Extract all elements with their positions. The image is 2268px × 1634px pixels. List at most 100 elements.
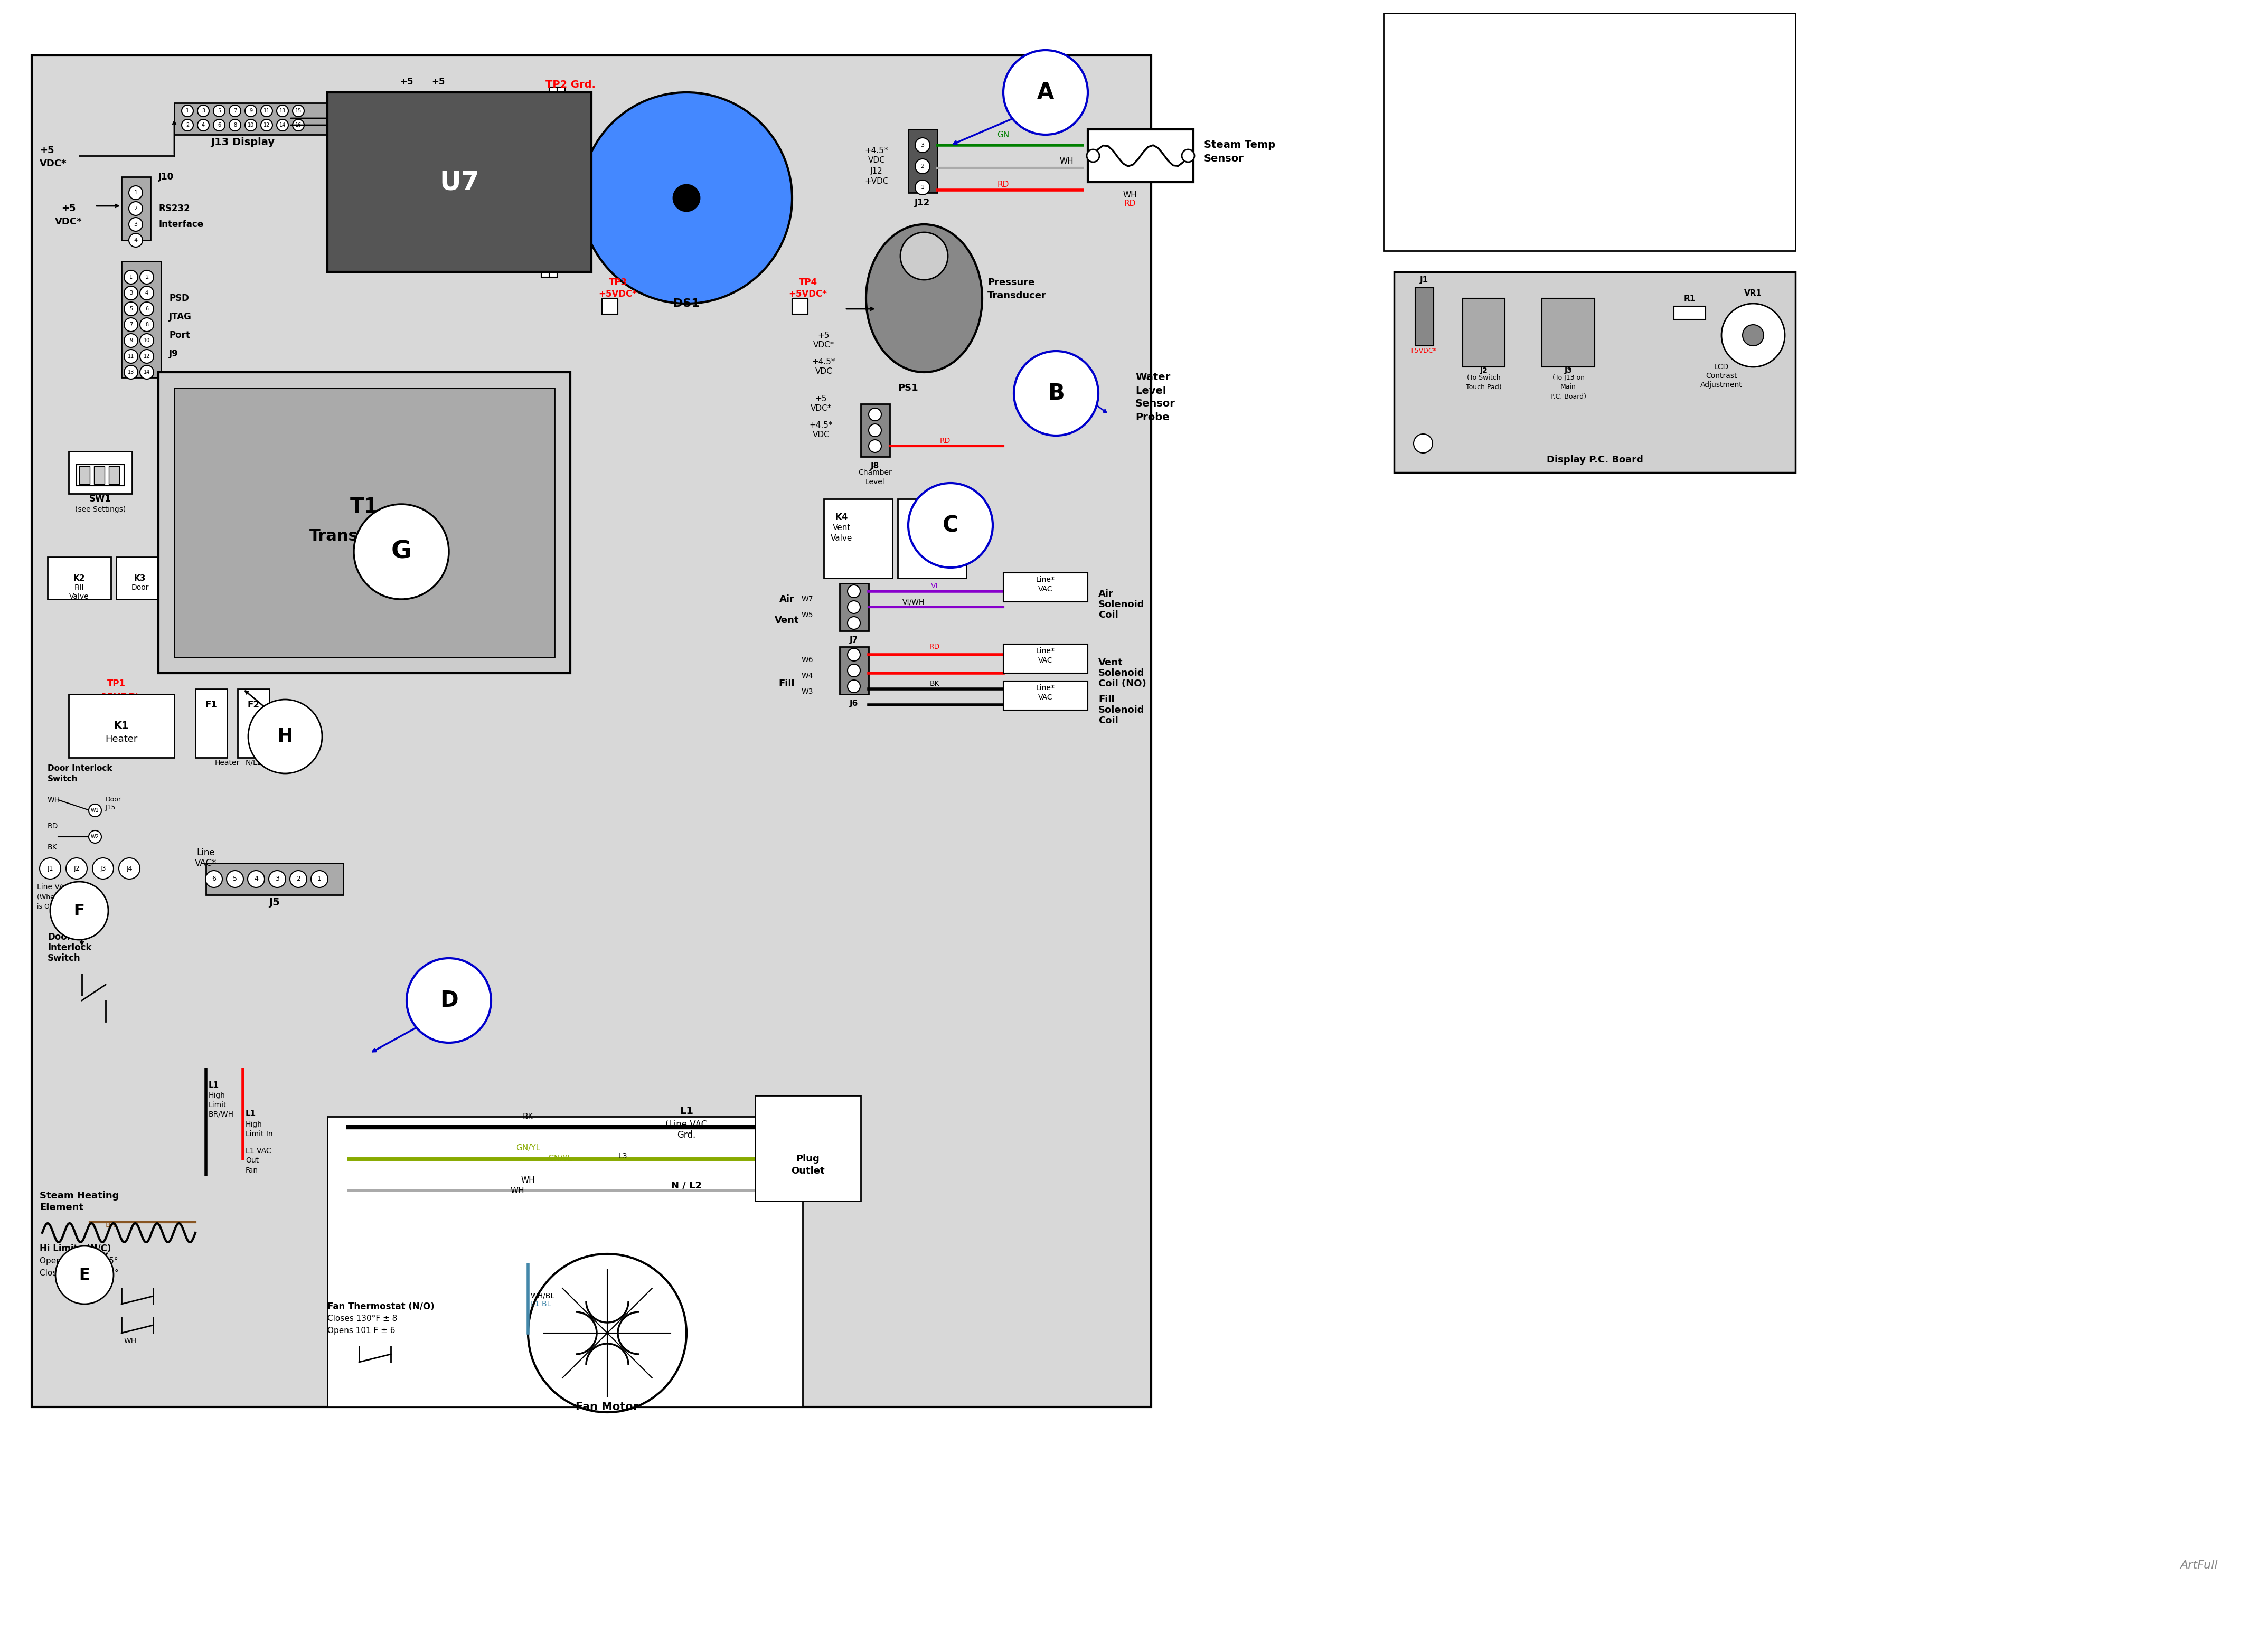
Text: WH/BL: WH/BL: [531, 1292, 556, 1299]
Text: 1: 1: [318, 876, 322, 882]
Text: +5VDC*: +5VDC*: [789, 289, 828, 299]
Text: 5: 5: [234, 876, 238, 882]
Circle shape: [1014, 351, 1098, 436]
Text: 1: 1: [134, 190, 138, 196]
Text: W7: W7: [801, 595, 814, 603]
Circle shape: [261, 119, 272, 131]
Circle shape: [277, 119, 288, 131]
Text: 1: 1: [129, 275, 132, 279]
Bar: [601, 299, 617, 314]
Text: RD: RD: [1125, 199, 1136, 208]
Text: Closes 130°F ± 8: Closes 130°F ± 8: [327, 1314, 397, 1322]
Text: K3: K3: [134, 574, 145, 582]
Circle shape: [528, 1253, 687, 1412]
Bar: [1463, 299, 1506, 368]
Circle shape: [1742, 325, 1765, 346]
Text: (When Door: (When Door: [36, 894, 77, 900]
Text: J1: J1: [1420, 276, 1429, 284]
Text: (To J13 on: (To J13 on: [1551, 374, 1585, 381]
Text: Vent: Vent: [832, 525, 850, 533]
Text: 10: 10: [143, 338, 150, 343]
Text: VAC: VAC: [1039, 585, 1052, 593]
Text: WH: WH: [48, 796, 61, 804]
Text: VI/WH: VI/WH: [903, 598, 925, 606]
Bar: [327, 1116, 803, 1407]
Text: Steam Heating: Steam Heating: [39, 1191, 118, 1201]
Circle shape: [435, 114, 447, 126]
Text: Heater: Heater: [104, 734, 138, 743]
Circle shape: [118, 858, 141, 879]
Text: +5: +5: [399, 77, 413, 87]
Circle shape: [206, 871, 222, 887]
Text: 5: 5: [424, 118, 426, 123]
Text: ArtFull: ArtFull: [2180, 1560, 2218, 1570]
Text: 14: 14: [143, 369, 150, 374]
Text: Display P.C. Board: Display P.C. Board: [1547, 456, 1642, 464]
Circle shape: [1413, 435, 1433, 453]
Circle shape: [848, 601, 860, 613]
Text: E: E: [79, 1268, 91, 1283]
Text: Pressure: Pressure: [987, 278, 1034, 288]
Text: D: D: [440, 989, 458, 1011]
Text: VDC*: VDC*: [54, 217, 82, 227]
Bar: [79, 466, 91, 484]
Text: +5: +5: [431, 77, 445, 87]
Text: GN: GN: [998, 131, 1009, 139]
Bar: [862, 404, 889, 456]
Bar: [68, 451, 132, 493]
Text: +4.5*: +4.5*: [812, 358, 835, 366]
Text: Fan: Fan: [245, 1167, 259, 1175]
Bar: [68, 694, 175, 758]
Text: 6: 6: [408, 118, 411, 123]
Text: J3: J3: [1565, 368, 1572, 374]
Text: 3: 3: [129, 291, 132, 296]
Text: Adjustment: Adjustment: [1701, 381, 1742, 389]
Bar: [48, 557, 111, 600]
Circle shape: [141, 366, 154, 379]
Text: +: +: [916, 247, 932, 265]
Text: 8: 8: [376, 118, 379, 123]
Circle shape: [270, 871, 286, 887]
Circle shape: [311, 871, 329, 887]
Text: J15: J15: [107, 804, 116, 810]
Circle shape: [88, 830, 102, 843]
Bar: [32, 56, 1152, 1407]
Text: 12: 12: [143, 353, 150, 359]
Text: Air: Air: [780, 595, 794, 605]
Text: 11: 11: [263, 108, 270, 113]
Bar: [1415, 288, 1433, 346]
Bar: [907, 129, 937, 193]
Bar: [122, 176, 150, 240]
Text: Switch: Switch: [48, 775, 77, 783]
Text: J2: J2: [73, 864, 79, 873]
Text: G: G: [390, 539, 411, 564]
Text: Coil: Coil: [1098, 716, 1118, 725]
Text: BK: BK: [48, 843, 57, 851]
Text: JTAG: JTAG: [170, 312, 191, 322]
Circle shape: [277, 105, 288, 116]
Text: J1: J1: [48, 864, 52, 873]
Circle shape: [54, 1247, 113, 1304]
Text: J12: J12: [914, 198, 930, 208]
Circle shape: [848, 663, 860, 676]
Text: when checking voltage.: when checking voltage.: [1395, 144, 1526, 152]
Text: 7: 7: [392, 118, 395, 123]
Text: RD: RD: [930, 644, 939, 650]
Bar: [549, 87, 565, 103]
Circle shape: [848, 680, 860, 693]
Circle shape: [261, 105, 272, 116]
Text: D1: D1: [1420, 441, 1427, 446]
Text: 12: 12: [263, 123, 270, 127]
Text: 10: 10: [247, 123, 254, 127]
Bar: [175, 387, 553, 657]
Text: J9: J9: [170, 350, 179, 358]
Text: Present During Operation: Present During Operation: [1395, 93, 1520, 103]
Text: 2: 2: [472, 118, 474, 123]
Text: 6: 6: [145, 306, 147, 312]
Text: L1: L1: [209, 1082, 220, 1088]
Circle shape: [404, 114, 415, 126]
Circle shape: [141, 270, 154, 284]
Text: 4: 4: [145, 291, 147, 296]
Text: 2: 2: [921, 163, 925, 168]
Text: Hi Limits (N/C): Hi Limits (N/C): [39, 1243, 111, 1253]
